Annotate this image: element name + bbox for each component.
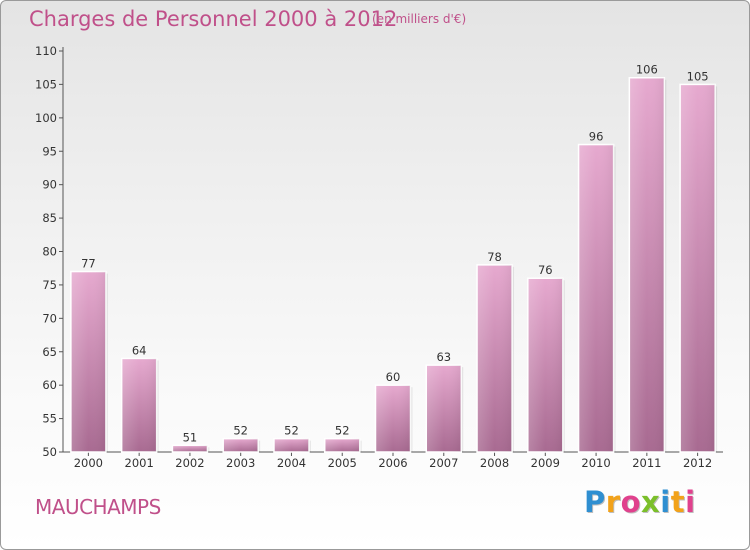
value-label: 51 [183, 430, 198, 444]
y-tick-label: 105 [35, 77, 57, 91]
x-tick-label: 2003 [226, 456, 255, 470]
x-tick-label: 2004 [277, 456, 306, 470]
y-tick-label: 75 [42, 278, 57, 292]
bar-shine [629, 77, 665, 452]
bar-shine [70, 271, 106, 452]
chart-axes: 50 55 60 65 70 75 80 85 90 95 100 105 110 [35, 44, 723, 459]
chart-title: Charges de Personnel 2000 à 2012 [29, 7, 398, 31]
y-tick-label: 95 [42, 144, 57, 158]
logo-letter: o [620, 485, 642, 519]
x-tick-label: 2000 [74, 456, 103, 470]
y-tick-label: 65 [42, 345, 57, 359]
logo-letter: x [641, 485, 661, 519]
commune-name: MAUCHAMPS [35, 495, 161, 519]
x-tick-label: 2011 [632, 456, 661, 470]
value-label: 64 [132, 343, 147, 357]
x-tick-label: 2010 [581, 456, 610, 470]
value-label: 52 [335, 424, 350, 438]
value-label: 52 [233, 424, 248, 438]
x-tick-label: 2008 [480, 456, 509, 470]
x-tick-label: 2007 [429, 456, 458, 470]
y-tick-label: 50 [42, 445, 57, 459]
bar-shine [223, 438, 259, 452]
y-tick-label: 90 [42, 178, 57, 192]
chart-labels: 77 2000 64 2001 51 2002 52 2003 52 2004 52 2005 60 20… [74, 63, 713, 470]
value-label: 106 [636, 63, 658, 77]
bar-shine [121, 358, 157, 452]
bar-shine [680, 84, 716, 453]
y-tick-label: 55 [42, 412, 57, 426]
proxiti-logo: Proxiti [584, 485, 696, 519]
logo-letter: i [685, 485, 696, 519]
bar-shine [527, 278, 563, 452]
x-tick-label: 2002 [175, 456, 204, 470]
bar-shine [324, 438, 360, 452]
x-tick-label: 2009 [531, 456, 560, 470]
chart-bars [70, 76, 718, 453]
chart-subtitle: (en milliers d'€) [372, 12, 467, 26]
y-tick-label: 110 [35, 44, 57, 58]
bar-shine [172, 445, 208, 452]
y-tick-label: 70 [42, 311, 57, 325]
x-tick-label: 2006 [378, 456, 407, 470]
y-tick-label: 100 [35, 111, 57, 125]
logo-letter: i [660, 485, 671, 519]
logo-letter: r [605, 485, 621, 519]
logo-letter: t [670, 485, 686, 519]
y-tick-label: 85 [42, 211, 57, 225]
value-label: 96 [589, 130, 604, 144]
value-label: 60 [386, 370, 401, 384]
y-tick-label: 80 [42, 245, 57, 259]
value-label: 78 [487, 250, 502, 264]
bar-shine [578, 144, 614, 453]
logo-letter: P [584, 485, 606, 519]
value-label: 77 [81, 257, 96, 271]
value-label: 76 [538, 263, 553, 277]
bar-shine [426, 365, 462, 452]
bar-shine [375, 385, 411, 452]
value-label: 52 [284, 424, 299, 438]
bar-shine [477, 264, 513, 452]
y-tick-label: 60 [42, 378, 57, 392]
value-label: 105 [687, 69, 709, 83]
x-tick-label: 2012 [683, 456, 712, 470]
x-tick-label: 2005 [328, 456, 357, 470]
bar-shine [273, 438, 309, 452]
x-tick-label: 2001 [125, 456, 154, 470]
value-label: 63 [436, 350, 451, 364]
